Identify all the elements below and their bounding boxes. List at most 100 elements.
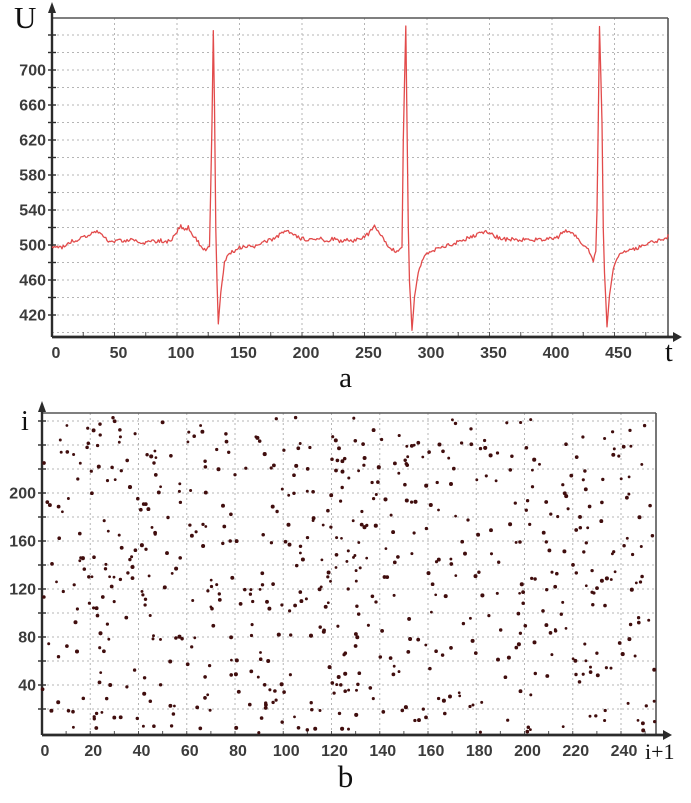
scatter-dot	[355, 688, 358, 692]
scatter-dot	[463, 551, 467, 556]
scatter-dot	[142, 676, 147, 680]
scatter-dot	[589, 665, 592, 669]
scatter-dot	[217, 598, 222, 602]
scatter-dot	[158, 683, 163, 687]
scatter-dot	[209, 578, 213, 582]
scatter-dot	[380, 629, 384, 633]
scatter-dot	[355, 604, 359, 608]
scatter-dot	[561, 725, 565, 728]
scatter-dot	[234, 539, 239, 544]
scatter-dot	[574, 571, 579, 575]
scatter-dot	[556, 515, 560, 519]
scatter-dot	[119, 469, 123, 473]
scatter-dot	[317, 587, 322, 592]
x-tick-label: 100	[168, 345, 195, 362]
scatter-dot	[263, 705, 268, 710]
scatter-dot	[391, 672, 396, 677]
scatter-dot	[304, 597, 308, 601]
scatter-dot	[404, 498, 409, 503]
scatter-dot	[92, 606, 96, 610]
scatter-dot	[397, 670, 401, 674]
scatter-dot	[578, 514, 582, 519]
scatter-dot	[625, 495, 629, 500]
scatter-dot	[638, 580, 643, 584]
scatter-dot	[603, 708, 607, 713]
scatter-dot	[583, 642, 587, 646]
scatter-dot	[92, 555, 96, 560]
scatter-dot	[336, 675, 341, 679]
scatter-dot	[104, 696, 109, 701]
scatter-dot	[296, 446, 301, 451]
scatter-dot	[107, 637, 111, 641]
scatter-dot	[555, 571, 559, 576]
scatter-dot	[453, 421, 458, 426]
scatter-dot	[416, 637, 421, 642]
scatter-dot	[530, 576, 534, 581]
scatter-dot	[340, 536, 343, 540]
scatter-dot	[287, 493, 291, 497]
scatter-dot	[335, 683, 339, 687]
scatter-dot	[243, 587, 247, 592]
scatter-dot	[582, 550, 586, 554]
scatter-dot	[545, 674, 550, 678]
scatter-dot	[503, 675, 508, 680]
ecg-line-chart: 420 460 500 540 580 620 660 700 0 50 100 150 200 250 3…	[19, 2, 682, 362]
scatter-dot	[613, 570, 617, 574]
scatter-dot	[95, 613, 100, 618]
scatter-dot	[392, 560, 397, 565]
scatter-dot	[550, 653, 554, 657]
scatter-dot	[581, 478, 585, 482]
scatter-dot	[130, 564, 135, 570]
scatter-dot	[65, 450, 70, 454]
scatter-dot	[111, 416, 115, 420]
scatter-dot	[496, 657, 500, 662]
scatter-dot	[200, 429, 205, 434]
y-tick-label: 500	[19, 238, 46, 255]
scatter-dot	[72, 453, 76, 456]
scatter-dot	[198, 726, 203, 731]
scatter-dot	[471, 703, 475, 707]
scatter-dot	[476, 532, 481, 537]
scatter-dot	[629, 587, 634, 592]
y-tick-label: 580	[19, 168, 46, 185]
scatter-dot	[125, 458, 130, 463]
scatter-dot	[275, 509, 279, 514]
scatter-dot	[436, 557, 441, 562]
scatter-dot	[139, 543, 144, 548]
scatter-dot	[480, 593, 485, 598]
scatter-dot	[174, 566, 179, 571]
scatter-dot	[586, 526, 590, 530]
scatter-dot	[329, 493, 334, 498]
scatter-dot	[448, 694, 452, 699]
scatter-dot	[603, 603, 607, 608]
scatter-dot	[309, 701, 313, 705]
scatter-dot	[152, 724, 156, 728]
scatter-dot	[513, 501, 517, 505]
y-axis-label-a: U	[14, 0, 37, 35]
scatter-dot	[355, 635, 360, 640]
scatter-dot	[352, 555, 355, 559]
scatter-dot	[330, 681, 335, 685]
scatter-dot	[106, 529, 110, 533]
scatter-dot	[130, 555, 134, 559]
scatter-dot	[203, 459, 207, 463]
scatter-dot	[151, 637, 155, 641]
scatter-dot	[342, 653, 346, 657]
scatter-dot	[345, 559, 349, 563]
scatter-dot	[603, 436, 607, 441]
scatter-dot	[371, 428, 376, 433]
scatter-dot	[484, 474, 488, 478]
scatter-dot	[653, 720, 657, 724]
scatter-dot	[483, 438, 487, 443]
scatter-dot	[424, 483, 429, 488]
scatter-dot	[66, 709, 71, 713]
scatter-dot	[640, 574, 644, 579]
x-tick-label: 200	[514, 743, 541, 760]
scatter-dot	[574, 528, 579, 532]
scatter-dot	[371, 697, 375, 701]
scatter-dot	[342, 456, 347, 461]
scatter-dot	[617, 454, 621, 458]
scatter-dot	[65, 424, 69, 427]
scatter-dot	[149, 454, 154, 459]
scatter-dot	[340, 485, 344, 490]
